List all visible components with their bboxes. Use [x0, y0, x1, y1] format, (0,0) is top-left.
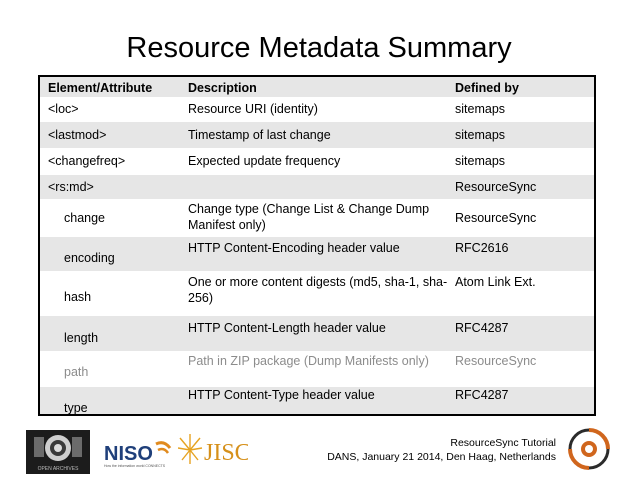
jisc-logo: JISC: [177, 430, 251, 470]
row-defined-by: ResourceSync: [455, 211, 537, 225]
row-defined-by: ResourceSync: [455, 354, 537, 368]
resourcesync-logo-graphic: [568, 428, 610, 470]
niso-logo-graphic: NISO How the information world CONNECTS: [104, 441, 172, 468]
row-element: path: [64, 365, 89, 379]
row-element: encoding: [64, 251, 115, 265]
row-description: One or more content digests (md5, sha-1,…: [188, 275, 448, 305]
row-element: <changefreq>: [48, 154, 126, 168]
row-element: <rs:md>: [48, 180, 94, 194]
row-description: Path in ZIP package (Dump Manifests only…: [188, 354, 429, 368]
table-row: hash One or more content digests (md5, s…: [40, 271, 594, 316]
table-row: encoding HTTP Content-Encoding header va…: [40, 237, 594, 271]
table-row: <loc> Resource URI (identity) sitemaps: [40, 97, 594, 122]
row-description: HTTP Content-Type header value: [188, 388, 375, 402]
oa-logo-text: OPEN ARCHIVES: [38, 466, 80, 472]
row-description: Timestamp of last change: [188, 128, 331, 142]
table-row: type HTTP Content-Type header value RFC4…: [40, 387, 594, 415]
table-row: <changefreq> Expected update frequency s…: [40, 148, 594, 175]
row-element: type: [64, 401, 88, 415]
row-defined-by: sitemaps: [455, 128, 506, 142]
row-description: Change type (Change List & Change Dump M…: [188, 202, 430, 232]
slide-title: Resource Metadata Summary: [126, 32, 512, 64]
table-row: length HTTP Content-Length header value …: [40, 316, 594, 351]
niso-logo: NISO How the information world CONNECTS: [104, 440, 174, 468]
header-element: Element/Attribute: [48, 81, 153, 95]
row-description: HTTP Content-Encoding header value: [188, 241, 400, 255]
table-row: path Path in ZIP package (Dump Manifests…: [40, 351, 594, 387]
row-element: length: [64, 331, 99, 345]
open-archives-logo-graphic: OPEN ARCHIVES: [26, 430, 90, 474]
table-row: change Change type (Change List & Change…: [40, 199, 594, 237]
row-defined-by: sitemaps: [455, 154, 506, 168]
table-row: <rs:md> ResourceSync: [40, 175, 594, 199]
metadata-table: Element/Attribute Description Defined by…: [38, 75, 596, 416]
header-defined-by: Defined by: [455, 81, 519, 95]
row-defined-by: ResourceSync: [455, 180, 537, 194]
resourcesync-logo: [568, 428, 610, 470]
row-element: hash: [64, 290, 92, 304]
header-description: Description: [188, 81, 257, 95]
niso-logo-text: NISO: [104, 443, 153, 465]
row-description: Expected update frequency: [188, 154, 341, 168]
row-defined-by: Atom Link Ext.: [455, 275, 536, 289]
footer-line-1: ResourceSync Tutorial: [450, 437, 556, 449]
table-row: <lastmod> Timestamp of last change sitem…: [40, 122, 594, 148]
row-description: Resource URI (identity): [188, 102, 318, 116]
row-element: <loc>: [48, 102, 79, 116]
open-archives-logo: OPEN ARCHIVES: [26, 430, 90, 474]
row-element: change: [64, 211, 106, 225]
row-defined-by: RFC2616: [455, 241, 509, 255]
row-defined-by: RFC4287: [455, 388, 509, 402]
niso-tagline: How the information world CONNECTS: [104, 464, 166, 468]
jisc-logo-graphic: JISC: [177, 434, 251, 466]
footer-line-2: DANS, January 21 2014, Den Haag, Netherl…: [327, 451, 556, 463]
row-defined-by: RFC4287: [455, 321, 509, 335]
row-defined-by: sitemaps: [455, 102, 506, 116]
row-element: <lastmod>: [48, 128, 107, 142]
table-header-row: Element/Attribute Description Defined by: [40, 77, 594, 97]
row-description: HTTP Content-Length header value: [188, 321, 386, 335]
jisc-logo-text: JISC: [204, 440, 248, 466]
